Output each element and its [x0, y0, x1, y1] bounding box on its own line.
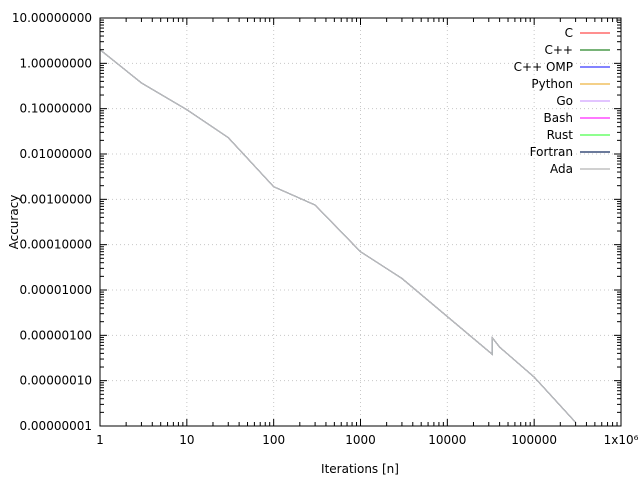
series-line-c-omp: [99, 49, 576, 423]
legend-label: Rust: [547, 128, 574, 142]
series-line-ada: [99, 49, 576, 423]
y-tick-label: 1.00000000: [19, 56, 92, 70]
legend-label: Fortran: [530, 145, 573, 159]
y-tick-label: 0.00001000: [19, 283, 92, 297]
legend-label: Python: [531, 77, 573, 91]
legend-label: C++ OMP: [514, 60, 573, 74]
x-tick-label: 10: [179, 433, 194, 447]
series-line-rust: [99, 49, 576, 423]
series-line-fortran: [99, 49, 576, 423]
legend: C C++ C++ OMP Python Go Bash Rust Fortran Ada: [514, 26, 610, 176]
series-line-bash: [99, 49, 576, 423]
y-tick-label: 0.00000100: [19, 328, 92, 342]
legend-label: Bash: [544, 111, 573, 125]
x-axis-label: Iterations [n]: [321, 462, 399, 476]
legend-label: Go: [556, 94, 573, 108]
x-tick-label: 100: [262, 433, 285, 447]
legend-label: C++: [545, 43, 574, 57]
x-axis-ticks: 1 10 100 1000 10000 100000 1x10⁶: [96, 18, 639, 447]
y-axis-label: Accuracy: [7, 195, 21, 250]
y-tick-label: 0.10000000: [19, 102, 92, 116]
y-tick-label: 0.01000000: [19, 147, 92, 161]
series-lines: [99, 49, 576, 423]
series-line-python: [99, 49, 576, 423]
x-tick-label: 1x10⁶: [604, 433, 639, 447]
legend-label: C: [565, 26, 573, 40]
x-tick-label: 1000: [345, 433, 376, 447]
y-tick-label: 0.00000001: [19, 419, 92, 433]
x-tick-label: 10000: [428, 433, 466, 447]
y-axis-ticks: 10.00000000 1.00000000 0.10000000 0.0100000…: [12, 11, 621, 433]
series-line-c-: [99, 49, 576, 423]
grid: [100, 18, 621, 426]
x-tick-label: 100000: [511, 433, 557, 447]
series-line-c: [99, 49, 576, 423]
series-line-go: [99, 49, 576, 423]
y-tick-label: 0.00100000: [19, 192, 92, 206]
y-tick-label: 0.00000010: [19, 374, 92, 388]
y-tick-label: 10.00000000: [12, 11, 92, 25]
x-tick-label: 1: [96, 433, 104, 447]
legend-label: Ada: [550, 162, 573, 176]
y-tick-label: 0.00010000: [19, 238, 92, 252]
